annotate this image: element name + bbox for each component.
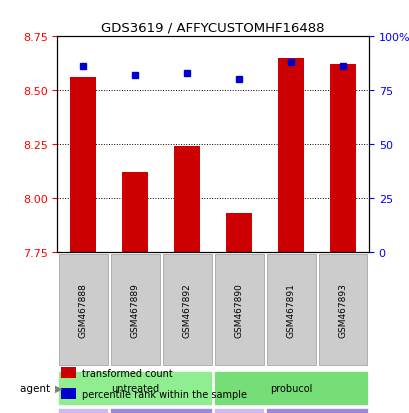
FancyBboxPatch shape — [162, 254, 211, 365]
Text: agent: agent — [20, 383, 53, 393]
Text: GSM467891: GSM467891 — [286, 282, 295, 337]
Text: probucol: probucol — [269, 383, 312, 393]
FancyBboxPatch shape — [110, 254, 160, 365]
Text: GSM467893: GSM467893 — [338, 282, 347, 337]
Text: percentile rank within the sample: percentile rank within the sample — [82, 389, 247, 399]
FancyBboxPatch shape — [58, 408, 108, 413]
FancyBboxPatch shape — [266, 254, 315, 365]
Bar — [122, 173, 148, 252]
Text: GSM467888: GSM467888 — [79, 282, 88, 337]
Text: ▶: ▶ — [55, 383, 63, 393]
Text: GSM467892: GSM467892 — [182, 282, 191, 337]
Title: GDS3619 / AFFYCUSTOMHF16488: GDS3619 / AFFYCUSTOMHF16488 — [101, 21, 324, 35]
Text: untreated: untreated — [111, 383, 159, 393]
FancyBboxPatch shape — [58, 371, 211, 405]
FancyBboxPatch shape — [214, 254, 263, 365]
Bar — [70, 78, 96, 252]
Bar — [329, 65, 355, 252]
Text: transformed count: transformed count — [82, 368, 173, 378]
FancyBboxPatch shape — [110, 408, 211, 413]
FancyBboxPatch shape — [265, 408, 367, 413]
Bar — [226, 213, 252, 252]
Bar — [61, 388, 76, 399]
Bar — [277, 59, 303, 252]
FancyBboxPatch shape — [214, 408, 263, 413]
FancyBboxPatch shape — [318, 254, 366, 365]
FancyBboxPatch shape — [59, 254, 108, 365]
Text: GSM467890: GSM467890 — [234, 282, 243, 337]
Bar — [174, 147, 200, 252]
Bar — [61, 368, 76, 378]
FancyBboxPatch shape — [214, 371, 367, 405]
Text: GSM467889: GSM467889 — [130, 282, 139, 337]
